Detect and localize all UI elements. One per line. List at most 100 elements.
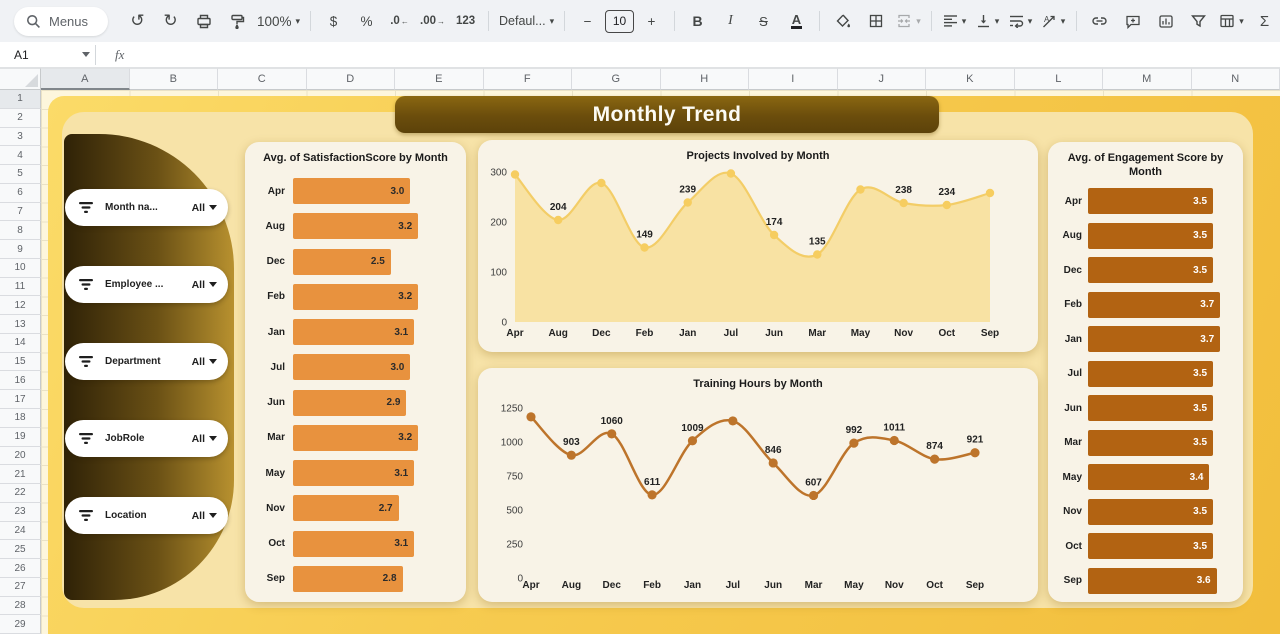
toolbar: Menus ↺ ↻ 100% ▾ $ % .0 ← .00 → 123 Defaul.… <box>0 0 1280 42</box>
row-header-10[interactable]: 10 <box>0 258 41 278</box>
row-header-29[interactable]: 29 <box>0 615 41 634</box>
increase-font-size-button[interactable]: + <box>647 13 656 29</box>
column-header-H[interactable]: H <box>660 68 749 90</box>
column-header-L[interactable]: L <box>1014 68 1103 90</box>
create-filter-button[interactable] <box>1183 8 1214 35</box>
font-select[interactable]: Defaul... ▾ <box>499 14 555 28</box>
training-chart-card[interactable]: Training Hours by Month 0 250 500 750 1000 12… <box>478 368 1038 602</box>
column-header-G[interactable]: G <box>572 68 661 90</box>
row-header-14[interactable]: 14 <box>0 333 41 353</box>
borders-button[interactable] <box>860 8 891 35</box>
insert-comment-button[interactable] <box>1117 8 1148 35</box>
row-header-21[interactable]: 21 <box>0 465 41 485</box>
strikethrough-button[interactable]: S <box>759 13 768 29</box>
formula-input[interactable] <box>124 42 1280 67</box>
filter-value-dropdown[interactable]: All <box>192 279 217 291</box>
row-header-23[interactable]: 23 <box>0 502 41 522</box>
row-header-8[interactable]: 8 <box>0 221 41 241</box>
merge-cells-button[interactable]: ▾ <box>893 8 924 35</box>
filter-pill-department[interactable]: Department All <box>65 343 228 380</box>
table-views-button[interactable]: ▾ <box>1216 8 1247 35</box>
filter-value-dropdown[interactable]: All <box>192 433 217 445</box>
filter-pill-jobrole[interactable]: JobRole All <box>65 420 228 457</box>
row-header-25[interactable]: 25 <box>0 540 41 560</box>
increase-decimals-button[interactable]: .00 → <box>420 15 446 27</box>
decrease-decimals-button[interactable]: .0 ← <box>390 15 409 27</box>
row-header-3[interactable]: 3 <box>0 127 41 147</box>
horizontal-align-button[interactable]: ▾ <box>939 8 970 35</box>
row-header-4[interactable]: 4 <box>0 146 41 166</box>
svg-text:1009: 1009 <box>681 423 704 434</box>
paint-format-button[interactable] <box>221 8 252 35</box>
column-header-N[interactable]: N <box>1191 68 1280 90</box>
undo-button[interactable]: ↺ <box>130 11 145 30</box>
font-size-input[interactable]: 10 <box>605 9 634 33</box>
satisfaction-chart-card[interactable]: Avg. of SatisfactionScore by Month Apr 3.… <box>245 142 466 602</box>
menus-button[interactable]: Menus <box>14 6 109 36</box>
text-color-button[interactable]: A <box>781 8 812 35</box>
svg-text:607: 607 <box>805 477 822 488</box>
bold-button[interactable]: B <box>692 13 703 29</box>
insert-chart-button[interactable] <box>1150 8 1181 35</box>
text-rotation-button[interactable]: A ▾ <box>1038 8 1069 35</box>
row-header-19[interactable]: 19 <box>0 427 41 447</box>
row-header-9[interactable]: 9 <box>0 240 41 259</box>
text-wrap-button[interactable]: ▾ <box>1005 8 1036 35</box>
column-header-A[interactable]: A <box>41 68 130 90</box>
more-formats-button[interactable]: 123 <box>455 15 476 27</box>
divider <box>95 44 96 65</box>
row-header-1[interactable]: 1 <box>0 90 41 109</box>
row-header-2[interactable]: 2 <box>0 108 41 128</box>
column-header-I[interactable]: I <box>749 68 838 90</box>
column-header-D[interactable]: D <box>306 68 395 90</box>
italic-button[interactable]: I <box>728 13 733 28</box>
filter-pill-location[interactable]: Location All <box>65 497 228 534</box>
sheet-canvas[interactable]: Monthly Trend Month na... All Employee .… <box>41 90 1280 634</box>
bar-row-oct: Oct 3.1 <box>255 530 426 557</box>
row-header-7[interactable]: 7 <box>0 202 41 222</box>
column-header-C[interactable]: C <box>218 68 307 90</box>
column-header-J[interactable]: J <box>837 68 926 90</box>
filter-value-dropdown[interactable]: All <box>192 510 217 522</box>
row-header-17[interactable]: 17 <box>0 390 41 410</box>
row-header-24[interactable]: 24 <box>0 521 41 541</box>
format-currency-button[interactable]: $ <box>329 13 338 29</box>
projects-chart-card[interactable]: Projects Involved by Month 0 100 200 300 Apr… <box>478 140 1038 352</box>
print-button[interactable] <box>188 8 219 35</box>
engagement-chart-card[interactable]: Avg. of Engagement Score by Month Apr 3.5… <box>1048 142 1243 602</box>
filter-pill-employee[interactable]: Employee ... All <box>65 266 228 303</box>
bar: 3.5 <box>1088 429 1214 456</box>
row-header-22[interactable]: 22 <box>0 484 41 503</box>
row-header-11[interactable]: 11 <box>0 277 41 297</box>
row-header-26[interactable]: 26 <box>0 559 41 578</box>
select-all-corner[interactable] <box>0 68 41 90</box>
filter-value-dropdown[interactable]: All <box>192 356 217 368</box>
format-percent-button[interactable]: % <box>360 13 373 29</box>
row-header-6[interactable]: 6 <box>0 183 41 203</box>
row-header-18[interactable]: 18 <box>0 409 41 428</box>
row-header-13[interactable]: 13 <box>0 315 41 334</box>
functions-button[interactable]: Σ <box>1249 8 1280 35</box>
row-header-12[interactable]: 12 <box>0 296 41 316</box>
zoom-select[interactable]: 100% ▾ <box>257 13 301 29</box>
row-header-28[interactable]: 28 <box>0 596 41 616</box>
vertical-align-button[interactable]: ▾ <box>972 8 1003 35</box>
row-header-15[interactable]: 15 <box>0 352 41 372</box>
fill-color-button[interactable] <box>827 8 858 35</box>
redo-button[interactable]: ↻ <box>163 11 178 30</box>
row-header-16[interactable]: 16 <box>0 371 41 391</box>
column-header-M[interactable]: M <box>1103 68 1192 90</box>
row-header-5[interactable]: 5 <box>0 165 41 184</box>
column-header-E[interactable]: E <box>395 68 484 90</box>
column-header-F[interactable]: F <box>483 68 572 90</box>
column-header-B[interactable]: B <box>129 68 218 90</box>
column-header-K[interactable]: K <box>926 68 1015 90</box>
insert-link-button[interactable] <box>1084 8 1115 35</box>
filter-pill-month-na[interactable]: Month na... All <box>65 189 228 226</box>
filter-value-dropdown[interactable]: All <box>192 202 217 214</box>
decrease-font-size-button[interactable]: − <box>583 13 592 29</box>
row-header-20[interactable]: 20 <box>0 446 41 466</box>
row-header-27[interactable]: 27 <box>0 577 41 597</box>
name-box[interactable]: A1 <box>0 48 90 62</box>
